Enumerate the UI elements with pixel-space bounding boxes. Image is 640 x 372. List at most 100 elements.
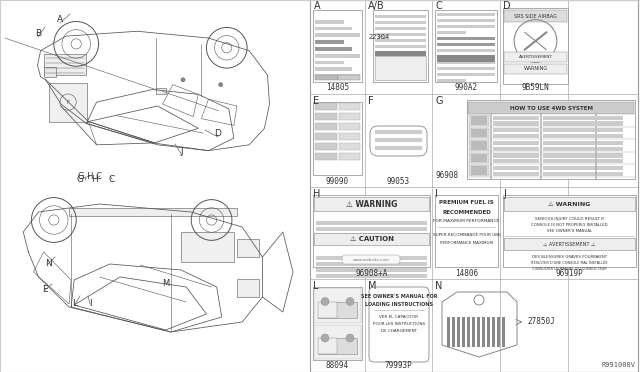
Text: ⚠ WARNING: ⚠ WARNING bbox=[346, 199, 397, 208]
Text: 88094: 88094 bbox=[326, 362, 349, 371]
Bar bbox=[437, 67, 495, 70]
Text: E: E bbox=[42, 285, 48, 295]
Text: 990A2: 990A2 bbox=[454, 83, 477, 93]
Bar bbox=[543, 121, 623, 126]
Bar bbox=[313, 102, 362, 175]
Text: I: I bbox=[435, 189, 438, 199]
Bar bbox=[462, 317, 465, 347]
Bar bbox=[310, 0, 638, 372]
Text: M: M bbox=[368, 281, 376, 291]
Bar bbox=[315, 20, 344, 23]
Text: M: M bbox=[162, 279, 170, 289]
Circle shape bbox=[321, 298, 329, 305]
Bar bbox=[543, 154, 623, 158]
Bar bbox=[504, 52, 567, 62]
Text: RÉSULTER D'UNE CONSOLE MAL INSTALLÉE: RÉSULTER D'UNE CONSOLE MAL INSTALLÉE bbox=[531, 261, 608, 265]
Bar bbox=[543, 134, 623, 138]
Circle shape bbox=[219, 83, 223, 87]
Bar bbox=[503, 8, 568, 84]
Bar bbox=[316, 274, 427, 278]
Bar bbox=[477, 317, 480, 347]
Bar bbox=[487, 317, 490, 347]
Bar bbox=[482, 317, 485, 347]
Bar bbox=[493, 141, 539, 145]
Text: 22304: 22304 bbox=[368, 34, 389, 40]
Bar bbox=[315, 54, 360, 58]
Bar bbox=[237, 239, 259, 257]
Bar bbox=[437, 48, 495, 52]
Text: C: C bbox=[109, 174, 115, 183]
Text: G: G bbox=[435, 96, 442, 106]
Bar bbox=[437, 61, 495, 64]
Bar bbox=[437, 31, 466, 34]
Bar bbox=[467, 317, 470, 347]
Text: SEE OWNER'S MANUAL FOR: SEE OWNER'S MANUAL FOR bbox=[361, 295, 437, 299]
Bar bbox=[318, 301, 357, 317]
Text: ⚠ AVERTISSEMENT ⚠: ⚠ AVERTISSEMENT ⚠ bbox=[543, 241, 596, 247]
Text: 96908+A: 96908+A bbox=[355, 269, 388, 278]
Bar bbox=[502, 317, 505, 347]
Bar bbox=[437, 13, 495, 16]
Bar bbox=[314, 233, 429, 245]
Text: SUPER RECOMMANDÉ POUR UNE: SUPER RECOMMANDÉ POUR UNE bbox=[433, 233, 500, 237]
Text: E: E bbox=[313, 96, 319, 106]
Text: D: D bbox=[503, 1, 511, 11]
Bar bbox=[504, 238, 635, 250]
Bar bbox=[437, 42, 495, 46]
Bar bbox=[69, 208, 237, 216]
Bar bbox=[543, 141, 623, 145]
Bar bbox=[315, 61, 344, 64]
Text: DE CHARGEMENT: DE CHARGEMENT bbox=[381, 329, 417, 333]
Bar bbox=[44, 54, 86, 75]
Text: 27850J: 27850J bbox=[527, 317, 555, 327]
Bar bbox=[316, 221, 427, 225]
Bar bbox=[339, 153, 360, 160]
Bar bbox=[375, 146, 422, 150]
Bar bbox=[437, 55, 495, 62]
Bar bbox=[504, 10, 567, 22]
Text: PREMIUM FUEL IS: PREMIUM FUEL IS bbox=[439, 201, 494, 205]
Bar bbox=[503, 195, 636, 267]
Bar bbox=[493, 121, 539, 126]
Bar bbox=[337, 75, 360, 80]
Bar bbox=[493, 159, 539, 163]
Circle shape bbox=[346, 334, 354, 342]
Circle shape bbox=[181, 78, 185, 82]
Bar bbox=[467, 100, 635, 179]
Text: FOR MAXIMUM PERFORMANCE: FOR MAXIMUM PERFORMANCE bbox=[433, 219, 500, 223]
Circle shape bbox=[346, 298, 354, 305]
FancyBboxPatch shape bbox=[369, 287, 429, 362]
Text: 14806: 14806 bbox=[455, 269, 478, 278]
Text: 79993P: 79993P bbox=[385, 362, 412, 371]
Text: A: A bbox=[57, 16, 63, 25]
Text: POUR LES INSTRUCTIONS: POUR LES INSTRUCTIONS bbox=[373, 322, 425, 326]
Bar bbox=[375, 20, 426, 24]
Bar bbox=[471, 129, 487, 137]
Bar bbox=[375, 56, 426, 80]
Text: L: L bbox=[72, 299, 77, 308]
Text: L: L bbox=[313, 281, 319, 291]
Text: ⚠ WARNING: ⚠ WARNING bbox=[548, 202, 591, 206]
Text: 9B59LN: 9B59LN bbox=[522, 83, 549, 93]
Bar bbox=[315, 40, 344, 44]
Text: SEE OWNER'S MANUAL: SEE OWNER'S MANUAL bbox=[547, 229, 592, 233]
Bar bbox=[437, 73, 495, 76]
Bar bbox=[318, 338, 337, 354]
Bar bbox=[469, 166, 489, 176]
Bar bbox=[315, 153, 337, 160]
Text: SRS SIDE AIRBAG: SRS SIDE AIRBAG bbox=[514, 13, 557, 19]
Bar bbox=[339, 123, 360, 130]
Text: CONSOLE IS NOT PROPERLY INSTALLED: CONSOLE IS NOT PROPERLY INSTALLED bbox=[531, 223, 608, 227]
Bar bbox=[316, 268, 427, 272]
Bar bbox=[492, 317, 495, 347]
Bar bbox=[471, 116, 487, 125]
Bar bbox=[469, 115, 489, 126]
Circle shape bbox=[474, 295, 484, 305]
Text: SERIOUS INJURY COULD RESULT IF: SERIOUS INJURY COULD RESULT IF bbox=[534, 217, 604, 221]
Bar bbox=[44, 67, 56, 77]
FancyBboxPatch shape bbox=[342, 255, 400, 264]
Bar bbox=[469, 128, 489, 138]
Bar bbox=[493, 166, 539, 170]
Text: www.website.com: www.website.com bbox=[353, 258, 390, 262]
Bar bbox=[543, 166, 623, 170]
